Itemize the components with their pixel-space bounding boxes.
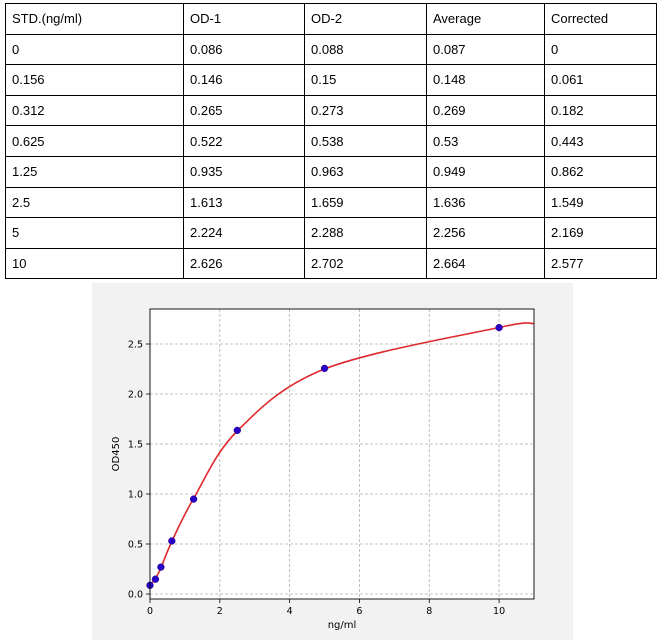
data-point xyxy=(320,364,329,373)
fit-curve-line xyxy=(149,322,535,587)
x-tick-label: 4 xyxy=(287,606,293,617)
table-cell: 0 xyxy=(5,33,184,66)
data-point xyxy=(157,563,165,571)
table-cell: 0.061 xyxy=(544,64,657,96)
table-cell: 0.862 xyxy=(544,155,657,188)
x-tick-label: 2 xyxy=(217,606,223,617)
table-cell: 0.182 xyxy=(544,94,657,127)
table-cell: 0.087 xyxy=(426,33,545,66)
table-cell: 2.224 xyxy=(183,217,305,249)
data-point xyxy=(151,575,160,583)
table-cell: 0.522 xyxy=(183,125,305,157)
table-cell: 1.613 xyxy=(183,186,305,219)
y-tick-label: 2.5 xyxy=(128,340,143,351)
table-cell: 0.312 xyxy=(5,94,184,127)
table-row: 0 0.086 0.088 0.087 0 xyxy=(5,33,657,66)
chart-canvas: 0 2 4 6 8 10 0.0 0.5 1.0 1.5 2.0 2.5 ng/ml OD450 xyxy=(111,308,535,631)
fit-curve-layer xyxy=(149,322,535,587)
table-cell: 0.949 xyxy=(426,155,545,188)
table-cell: 0.625 xyxy=(5,125,184,157)
table-cell: 2.169 xyxy=(544,217,657,249)
table-cell: 0.963 xyxy=(304,155,427,188)
table-cell: 0.088 xyxy=(304,33,427,66)
data-point xyxy=(189,495,198,503)
y-tick-label: 0.5 xyxy=(128,540,143,551)
header-corrected: Corrected xyxy=(544,3,657,35)
table-cell: 0.156 xyxy=(5,64,184,96)
y-tick-label: 0.0 xyxy=(128,590,143,601)
y-tick-label: 1.0 xyxy=(128,490,143,501)
x-tick-label: 6 xyxy=(356,606,362,617)
table-cell: 1.636 xyxy=(426,186,545,219)
x-axis-title: ng/ml xyxy=(328,620,357,631)
table-cell: 5 xyxy=(5,217,184,249)
data-point xyxy=(233,426,241,435)
table-cell: 0.265 xyxy=(183,94,305,127)
table-cell: 10 xyxy=(5,247,184,280)
table-row: 10 2.626 2.702 2.664 2.577 xyxy=(5,247,657,280)
table-row: 0.625 0.522 0.538 0.53 0.443 xyxy=(5,125,657,157)
table-cell: 2.702 xyxy=(304,247,427,280)
table-cell: 2.577 xyxy=(544,247,657,280)
table-row: 2.5 1.613 1.659 1.636 1.549 xyxy=(5,186,657,219)
table-cell: 0.273 xyxy=(304,94,427,127)
standard-curve-table: STD.(ng/ml) OD-1 OD-2 Average Corrected … xyxy=(5,3,657,280)
y-tick-label: 2.0 xyxy=(128,390,143,401)
table-cell: 2.256 xyxy=(426,217,545,249)
header-od2: OD-2 xyxy=(304,3,427,35)
table-cell: 0.146 xyxy=(183,64,305,96)
table-cell: 2.664 xyxy=(426,247,545,280)
axis-ticks: 0 2 4 6 8 10 0.0 0.5 1.0 1.5 2.0 2.5 xyxy=(128,340,505,618)
y-axis-title: OD450 xyxy=(111,437,122,472)
table-cell: 1.659 xyxy=(304,186,427,219)
data-point xyxy=(168,537,176,545)
header-std: STD.(ng/ml) xyxy=(5,3,184,35)
table-cell: 0.443 xyxy=(544,125,657,157)
x-tick-label: 0 xyxy=(147,606,153,617)
x-tick-label: 8 xyxy=(426,606,432,617)
x-tick-label: 10 xyxy=(493,606,505,617)
table-cell: 0.538 xyxy=(304,125,427,157)
y-tick-label: 1.5 xyxy=(128,440,143,451)
table-cell: 1.25 xyxy=(5,155,184,188)
header-average: Average xyxy=(426,3,545,35)
table-cell: 2.5 xyxy=(5,186,184,219)
standard-curve-chart: 0 2 4 6 8 10 0.0 0.5 1.0 1.5 2.0 2.5 ng/ml OD450 xyxy=(92,283,573,640)
table-cell: 0.086 xyxy=(183,33,305,66)
plot-area xyxy=(150,309,534,599)
table-row: 5 2.224 2.288 2.256 2.169 xyxy=(5,217,657,249)
table-row: 0.312 0.265 0.273 0.269 0.182 xyxy=(5,94,657,127)
data-points-layer xyxy=(146,323,503,589)
table-cell: 1.549 xyxy=(544,186,657,219)
table-row: 0.156 0.146 0.15 0.148 0.061 xyxy=(5,64,657,96)
table-cell: 0.935 xyxy=(183,155,305,188)
table-cell: 2.288 xyxy=(304,217,427,249)
plot-frame xyxy=(149,308,535,600)
table-row: 1.25 0.935 0.963 0.949 0.862 xyxy=(5,155,657,188)
header-od1: OD-1 xyxy=(183,3,305,35)
table-cell: 0.269 xyxy=(426,94,545,127)
grid xyxy=(149,309,534,599)
table-cell: 0 xyxy=(544,33,657,66)
table-cell: 0.53 xyxy=(426,125,545,157)
table-header-row: STD.(ng/ml) OD-1 OD-2 Average Corrected xyxy=(5,3,657,35)
table-cell: 0.148 xyxy=(426,64,545,96)
data-point xyxy=(495,323,503,332)
table-cell: 2.626 xyxy=(183,247,305,280)
table-cell: 0.15 xyxy=(304,64,427,96)
